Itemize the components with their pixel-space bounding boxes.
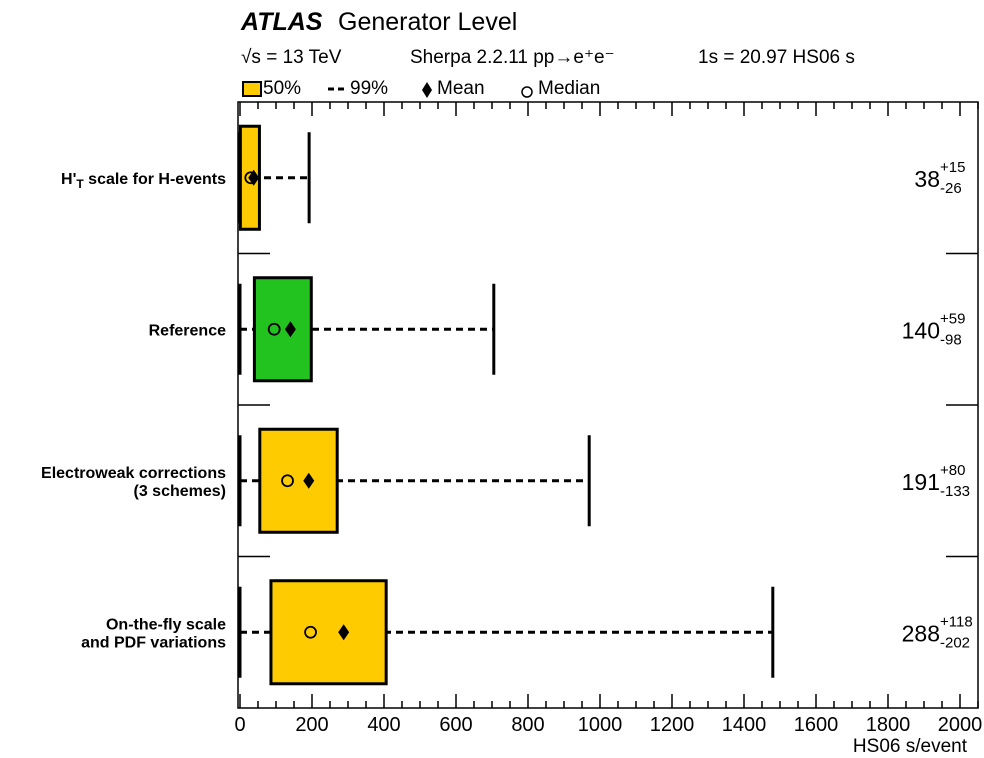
mean-marker [248,169,260,186]
value-label: 38 [914,166,940,192]
legend-box-swatch [242,81,262,97]
value-plus: +80 [940,462,965,479]
median-marker [281,474,294,488]
value-minus: -133 [940,483,970,500]
category-separators [238,252,978,558]
category-label: and PDF variations [81,634,226,651]
category-label: On-the-fly scale [106,616,226,633]
legend: 50% 99% Mean Median [242,78,600,99]
median-marker [267,322,281,336]
legend-median-circle-icon [521,86,533,98]
x-tick-label: 2000 [938,714,983,736]
value-label: 140 [902,317,940,343]
box-50pct [252,276,313,383]
value-plus: +118 [940,613,973,630]
chart-subtitle: Generator Level [338,8,517,36]
value-label: 288 [902,620,940,646]
x-tick-label: 200 [295,714,328,736]
energy-label: √s = 13 TeV [241,47,342,68]
x-tick-label: 400 [367,714,400,736]
value-minus: -202 [940,634,970,651]
category-label: H'T scale for H-events [61,171,226,191]
x-tick-label: 800 [511,714,544,736]
x-tick-label: 1000 [578,714,623,736]
category-label: (3 schemes) [134,483,227,500]
legend-median-label: Median [538,78,600,99]
category-label: Reference [149,322,226,339]
x-tick-label: 1200 [650,714,695,736]
median-marker [304,625,317,639]
mean-marker [338,624,350,641]
data-marks: H'T scale for H-events 38 +15 -26 Reference 1… [41,124,973,686]
x-tick-label: 600 [439,714,472,736]
legend-mean-diamond-icon [422,82,432,98]
mean-marker [284,321,296,338]
value-minus: -98 [940,331,962,348]
x-tick-label: 1600 [794,714,839,736]
x-tick-label: 1800 [866,714,911,736]
value-plus: +15 [940,159,965,176]
box-50pct [258,427,339,534]
axis-ticks: 0 200 400 600 800 1000 1200 1400 1600 1800 2000 [234,102,982,736]
x-axis-title: HS06 s/event [853,736,968,757]
box-50pct [269,579,388,686]
legend-whisker-label: 99% [350,78,388,99]
generator-label: Sherpa 2.2.11 pp→e⁺e⁻ [410,47,615,68]
value-minus: -26 [940,180,962,197]
mean-marker [303,472,315,489]
value-label: 191 [902,469,940,495]
x-tick-label: 1400 [722,714,767,736]
legend-mean-label: Mean [437,78,485,99]
legend-box-label: 50% [263,78,301,99]
x-tick-label: 0 [234,714,245,736]
conversion-label: 1s = 20.97 HS06 s [698,47,855,68]
atlas-label: ATLAS [240,8,323,36]
category-label: Electroweak corrections [41,465,226,482]
value-plus: +59 [940,310,965,327]
